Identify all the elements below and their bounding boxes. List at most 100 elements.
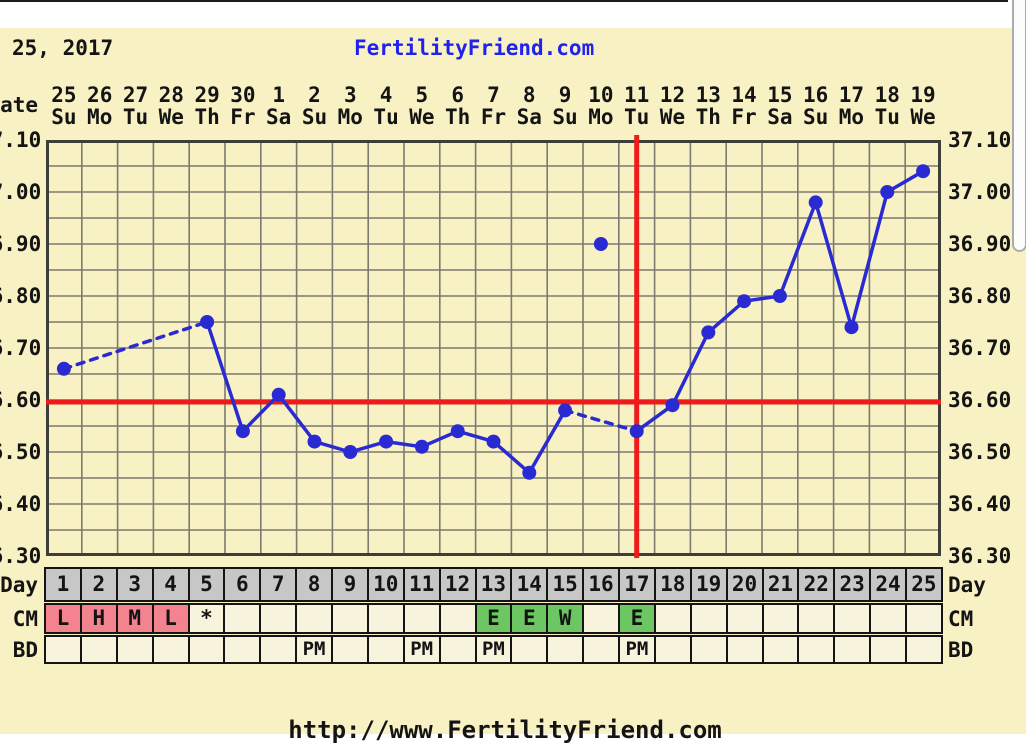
bd-cell: PM xyxy=(297,637,333,662)
y-axis-label-right: 36.90 xyxy=(948,232,1012,256)
cm-cell xyxy=(225,605,262,632)
temp-point-day-16 xyxy=(593,237,608,251)
cm-cell xyxy=(691,605,728,632)
cm-cell: E xyxy=(476,605,513,632)
date-cell: 10 xyxy=(588,83,614,107)
bd-cell xyxy=(189,637,226,662)
temp-point-day-19 xyxy=(701,325,716,340)
date-cell: 16 xyxy=(802,83,829,107)
date-cell: 1 xyxy=(272,83,285,107)
y-axis-label-right: 36.40 xyxy=(948,492,1012,516)
weekday-cell: Su xyxy=(552,105,578,129)
weekday-cell: Su xyxy=(802,105,829,129)
bd-cell xyxy=(655,637,692,662)
cm-cell xyxy=(261,605,298,632)
scrollbar-thumb[interactable] xyxy=(1012,0,1026,252)
y-axis-label-left: 37.10 xyxy=(0,128,42,152)
cm-cell xyxy=(404,605,441,632)
weekday-cell: Mo xyxy=(838,105,865,129)
date-cell: 25 xyxy=(51,83,77,107)
cm-cell xyxy=(727,605,764,632)
bd-cell: PM xyxy=(620,637,656,662)
date-cell: 30 xyxy=(230,83,256,107)
cm-cell xyxy=(835,605,872,632)
day-cell: 5 xyxy=(189,569,226,600)
temp-point-day-1 xyxy=(56,361,71,376)
y-axis-label-right: 37.00 xyxy=(948,180,1012,204)
weekday-cell: Th xyxy=(445,105,471,129)
cm-cell xyxy=(907,605,941,632)
temp-point-day-9 xyxy=(343,445,358,459)
date-axis-label: Date xyxy=(0,93,38,117)
date-cell: 15 xyxy=(767,83,793,107)
y-axis-label-left: 36.80 xyxy=(0,284,42,308)
bd-cell xyxy=(117,637,154,662)
date-cell: 7 xyxy=(487,83,500,107)
date-cell: 8 xyxy=(522,83,536,107)
cm-cell xyxy=(584,605,620,632)
day-cell: 25 xyxy=(907,569,941,600)
date-cell: 14 xyxy=(731,83,757,107)
temp-point-day-25 xyxy=(916,164,931,179)
y-axis-label-left: 36.40 xyxy=(0,492,42,516)
cm-cell: M xyxy=(117,605,154,632)
brand-title: FertilityFriend.com xyxy=(354,36,595,60)
weekday-header-row: Su Mo Tu We Th Fr Sa Su Mo Tu We Th Fr Sa Su Mo Tu We Th Fr… xyxy=(46,106,941,128)
temp-point-day-5 xyxy=(200,315,215,329)
bd-cell xyxy=(225,637,262,662)
bd-cell xyxy=(153,637,190,662)
day-cell: 9 xyxy=(333,569,369,600)
day-cell: 15 xyxy=(548,569,585,600)
day-cell: 12 xyxy=(440,569,477,600)
temp-point-day-23 xyxy=(844,320,859,335)
weekday-cell: Th xyxy=(695,105,721,129)
weekday-cell: Mo xyxy=(337,105,363,129)
day-cell: 16 xyxy=(584,569,620,600)
weekday-cell: Tu xyxy=(373,105,399,129)
y-axis-label-left: 36.50 xyxy=(0,440,42,464)
day-cell: 22 xyxy=(799,569,836,600)
row-label-right: CM xyxy=(948,607,974,631)
bd-cell: PM xyxy=(404,637,441,662)
date-header-row: 25 26 27 28 29 30 1 2 3 4 5 6 7 8 9 10 11 12 13 14 15 16 17 18 1… xyxy=(46,84,941,106)
browser-chrome-divider xyxy=(0,0,1008,2)
bbt-chart-plot xyxy=(46,135,941,558)
cervical-mucus-row: L H M L * E E W E xyxy=(44,603,943,634)
day-cell: 6 xyxy=(225,569,262,600)
temp-point-day-8 xyxy=(307,434,322,449)
cm-cell xyxy=(655,605,692,632)
day-cell: 14 xyxy=(512,569,549,600)
temp-point-day-24 xyxy=(880,185,895,199)
cm-cell: E xyxy=(512,605,549,632)
weekday-cell: Su xyxy=(301,105,328,129)
temp-point-day-13 xyxy=(486,434,501,449)
date-cell: 6 xyxy=(451,83,464,107)
weekday-cell: Fr xyxy=(230,105,256,129)
y-axis-label-right: 36.80 xyxy=(948,284,1012,308)
day-cell: 21 xyxy=(763,569,800,600)
date-cell: 17 xyxy=(838,83,865,107)
date-cell: 3 xyxy=(343,83,357,107)
bd-cell: PM xyxy=(476,637,513,662)
cycle-start-date: 25, 2017 xyxy=(12,36,114,60)
date-cell: 4 xyxy=(379,83,393,107)
bd-cell xyxy=(512,637,549,662)
y-axis-label-right: 36.70 xyxy=(948,336,1012,360)
temp-point-day-18 xyxy=(665,398,680,413)
day-cell: 23 xyxy=(835,569,872,600)
footer-url: http://www.FertilityFriend.com xyxy=(288,716,722,744)
weekday-cell: Fr xyxy=(480,105,507,129)
weekday-cell: Sa xyxy=(266,105,292,129)
y-axis-label-left: 36.70 xyxy=(0,336,42,360)
day-cell: 3 xyxy=(117,569,154,600)
bd-cell xyxy=(835,637,872,662)
weekday-cell: Tu xyxy=(122,105,149,129)
temp-point-day-14 xyxy=(522,465,537,480)
weekday-cell: Tu xyxy=(624,105,650,129)
date-cell: 26 xyxy=(87,83,113,107)
cm-cell: L xyxy=(46,605,82,632)
y-axis-label-left: 36.60 xyxy=(0,388,42,412)
bd-cell xyxy=(691,637,728,662)
y-axis-label-left: 36.30 xyxy=(0,544,42,568)
cm-cell: * xyxy=(189,605,226,632)
